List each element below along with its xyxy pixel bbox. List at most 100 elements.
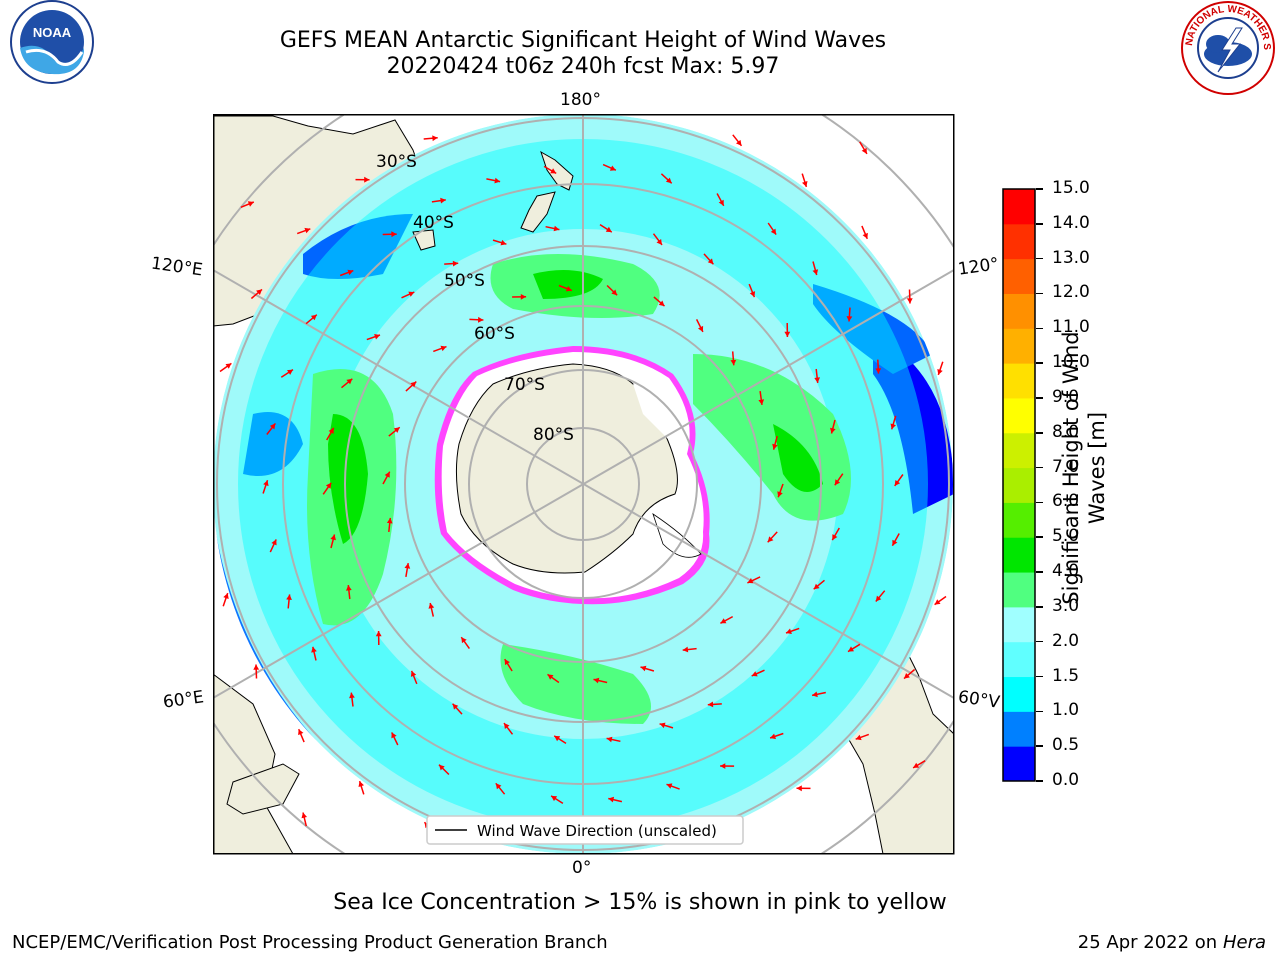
wind-wave-arrowhead — [786, 628, 792, 634]
lat-label-50s: 50°S — [444, 271, 485, 291]
colorbar-tick-mark — [1036, 432, 1043, 434]
wind-wave-arrowhead — [500, 239, 507, 246]
colorbar-tick-mark — [1036, 188, 1043, 190]
wind-wave-arrowhead — [553, 225, 560, 232]
wind-wave-arrowhead — [777, 491, 783, 498]
wind-wave-arrowhead — [749, 291, 756, 298]
lon-label-left-lower: 60°E — [161, 687, 206, 713]
colorbar-segment — [1003, 293, 1035, 329]
wind-wave-arrowhead — [565, 286, 572, 292]
colorbar-tick-mark — [1036, 257, 1043, 260]
colorbar-segment — [1003, 432, 1035, 469]
wind-wave-arrowhead — [747, 578, 754, 584]
wind-wave-arrowhead — [751, 671, 758, 677]
noaa-logo-text: NOAA — [33, 25, 72, 40]
wind-wave-arrowhead — [364, 176, 370, 183]
wind-wave-arrowhead — [286, 594, 292, 600]
colorbar-tick-label: 1.5 — [1052, 665, 1080, 686]
colorbar-tick-mark — [1036, 501, 1043, 504]
colorbar-tick-mark — [1036, 710, 1043, 713]
wind-wave-arrowhead — [934, 599, 941, 605]
wind-wave-arrowhead — [640, 665, 647, 672]
wind-wave-arrowhead — [937, 369, 943, 375]
wind-wave-arrowhead — [551, 795, 558, 802]
colorbar-tick-mark — [1036, 606, 1043, 608]
colorbar-frame — [1002, 188, 1036, 782]
wind-wave-arrowhead — [736, 139, 742, 146]
wind-wave-arrowhead — [656, 239, 662, 245]
colorbar-segment — [1003, 572, 1035, 608]
wind-wave-arrowhead — [223, 593, 229, 599]
wind-wave-arrowhead — [404, 563, 411, 569]
colorbar-tick-label: 5.0 — [1052, 526, 1080, 547]
wind-wave-arrowhead — [263, 480, 269, 487]
colorbar-segment — [1003, 258, 1035, 294]
wind-wave-arrowhead — [593, 677, 600, 684]
colorbar-tick-label: 8.0 — [1052, 421, 1080, 442]
wind-wave-arrowhead — [256, 289, 262, 295]
colorbar-tick-mark — [1036, 536, 1043, 538]
wind-wave-arrowhead — [384, 471, 390, 478]
wind-wave-arrowhead — [904, 673, 910, 679]
wind-wave-arrowhead — [796, 785, 802, 792]
wind-wave-arrowhead — [855, 734, 862, 741]
lon-label-right-upper: 120° — [956, 254, 1001, 280]
colorbar-segment — [1003, 711, 1035, 747]
wind-wave-arrowhead — [875, 368, 882, 374]
colorbar-tick-mark — [1036, 223, 1043, 225]
wind-wave-arrowhead — [386, 517, 393, 524]
wind-wave-arrowhead — [325, 482, 332, 489]
wind-wave-arrowhead — [666, 783, 673, 789]
wind-wave-arrowhead — [707, 258, 714, 265]
wind-wave-arrowhead — [770, 733, 776, 740]
wind-wave-arrowhead — [269, 423, 276, 430]
colorbar — [1002, 188, 1036, 786]
legend-text: Wind Wave Direction (unscaled) — [477, 822, 717, 840]
colorbar-tick-label: 12.0 — [1052, 282, 1090, 303]
lon-label-right-lower: 60°V — [956, 687, 1001, 713]
wind-wave-arrowhead — [720, 618, 727, 624]
sea-ice-note: Sea Ice Concentration > 15% is shown in … — [333, 890, 947, 915]
graticule — [213, 114, 954, 854]
wind-wave-arrowhead — [478, 316, 484, 323]
lat-label-60s: 60°S — [474, 324, 515, 344]
wind-wave-arrowhead — [393, 427, 400, 433]
wind-wave-arrowhead — [862, 232, 868, 239]
colorbar-segment — [1003, 676, 1035, 712]
wind-wave-arrowhead — [347, 269, 354, 276]
wind-wave-arrowhead — [494, 177, 501, 184]
wind-wave-arrowhead — [832, 534, 838, 541]
wind-wave-arrowhead — [812, 269, 819, 275]
noaa-logo: NOAA — [2, 0, 102, 85]
wind-wave-arrowhead — [665, 177, 672, 184]
colorbar-tick-label: 13.0 — [1052, 247, 1090, 268]
wind-wave-arrowhead — [504, 659, 510, 666]
wind-wave-arrowhead — [328, 427, 334, 434]
wind-wave-arrowhead — [772, 443, 778, 450]
wind-wave-arrowhead — [298, 729, 304, 736]
wind-wave-arrowhead — [802, 181, 808, 187]
colorbar-tick-mark — [1036, 362, 1043, 364]
wind-wave-arrowhead — [330, 534, 336, 541]
wind-wave-arrowhead — [461, 637, 467, 644]
wind-wave-arrowhead — [554, 735, 561, 742]
wind-wave-arrowhead — [349, 692, 355, 699]
wind-wave-arrowhead — [271, 539, 277, 546]
colorbar-segment — [1003, 223, 1035, 260]
wind-wave-arrowhead — [784, 331, 791, 337]
polar-map: Wind Wave Direction (unscaled) — [213, 114, 955, 859]
colorbar-tick-label: 4.0 — [1052, 561, 1080, 582]
colorbar-tick-label: 0.5 — [1052, 735, 1080, 756]
wind-wave-arrowhead — [894, 480, 901, 486]
colorbar-tick-label: 11.0 — [1052, 317, 1090, 338]
colorbar-tick-mark — [1036, 292, 1043, 295]
lat-label-70s: 70°S — [504, 375, 545, 395]
wind-wave-arrowhead — [346, 585, 352, 591]
colorbar-tick-label: 9.0 — [1052, 386, 1080, 407]
colorbar-segment — [1003, 746, 1035, 782]
colorbar-tick-mark — [1036, 640, 1043, 643]
colorbar-segment — [1003, 189, 1035, 225]
lat-label-80s: 80°S — [533, 425, 574, 445]
wind-wave-arrowhead — [718, 199, 724, 206]
wind-wave-arrowhead — [440, 345, 447, 352]
